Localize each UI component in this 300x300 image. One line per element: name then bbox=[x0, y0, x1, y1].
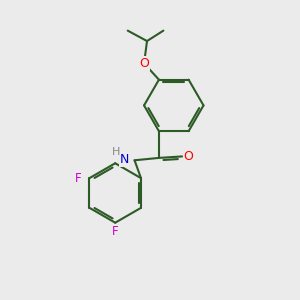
Text: O: O bbox=[139, 57, 149, 70]
Text: H: H bbox=[112, 147, 120, 157]
Text: F: F bbox=[74, 172, 81, 184]
Text: O: O bbox=[184, 150, 194, 163]
Text: F: F bbox=[112, 224, 119, 238]
Text: N: N bbox=[120, 154, 129, 166]
